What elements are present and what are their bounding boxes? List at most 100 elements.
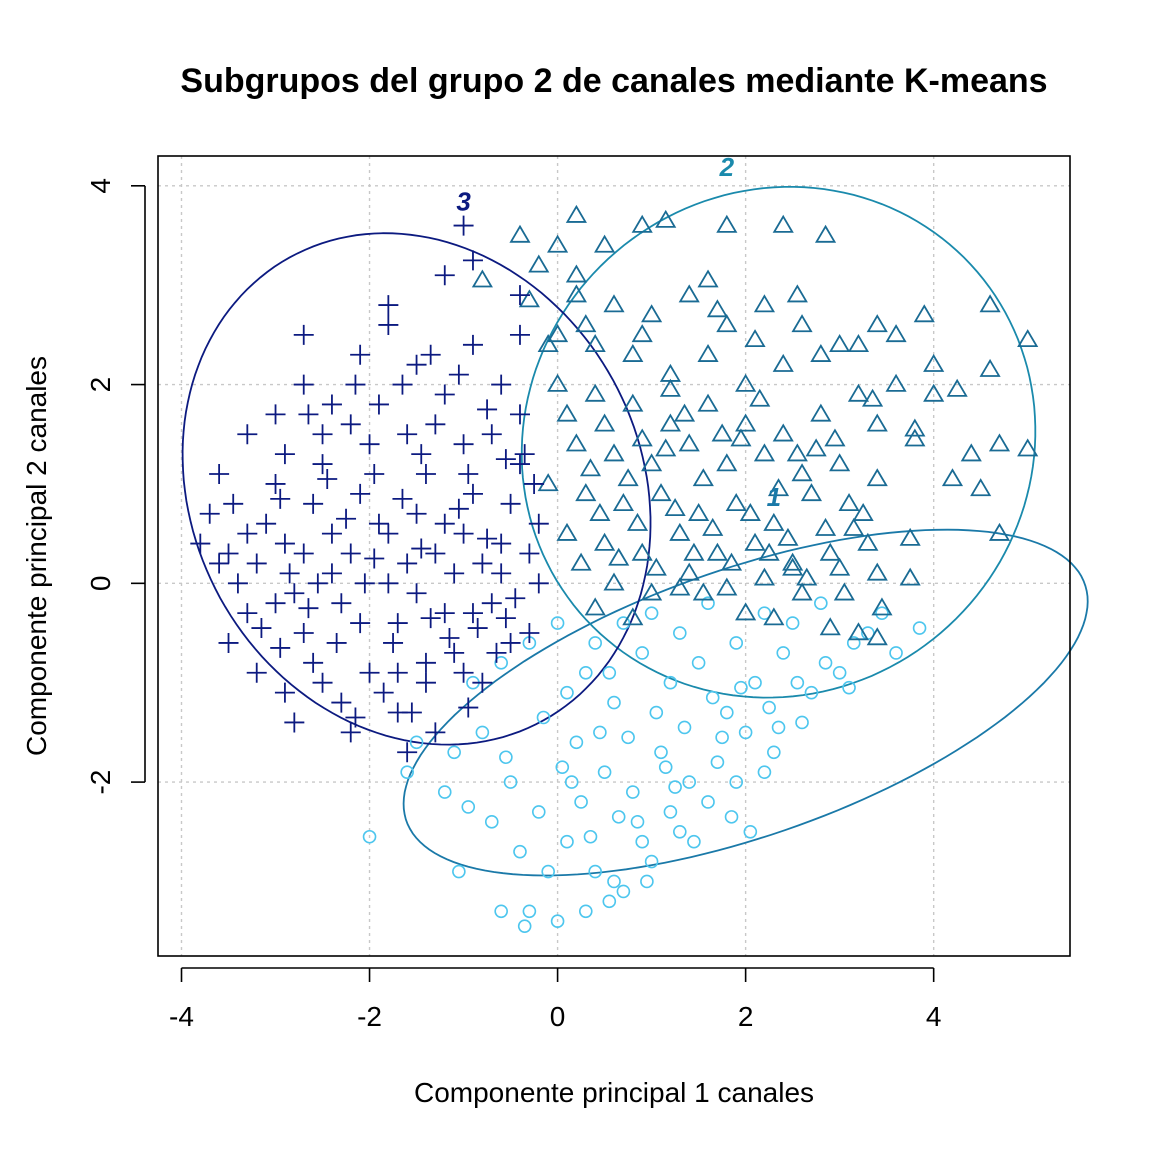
cluster-3-point (256, 513, 277, 534)
cluster-1-point (654, 745, 668, 760)
cluster-2-point (659, 363, 681, 382)
cluster-1-point (560, 834, 574, 849)
cluster-3-point (274, 682, 295, 703)
cluster-2-point (904, 428, 926, 447)
cluster-3-point (270, 637, 291, 658)
cluster-3-point (345, 707, 366, 728)
cluster-3-point (237, 603, 258, 624)
cluster-2-point (678, 562, 700, 581)
cluster-3-point (462, 334, 483, 355)
cluster-2-point (782, 552, 804, 571)
cluster-1-point (804, 685, 819, 700)
cluster-2-point (730, 428, 752, 447)
cluster-3-point (321, 563, 342, 584)
cluster-3-point (340, 543, 361, 564)
cluster-1-point (475, 725, 490, 740)
cluster-ellipses (181, 186, 1089, 877)
cluster-3-point (481, 424, 502, 445)
cluster-2-point (692, 582, 714, 601)
cluster-2-point (829, 453, 851, 472)
cluster-2-point (772, 214, 794, 233)
cluster-3-point (453, 434, 474, 455)
cluster-3-point (397, 553, 418, 574)
cluster-2-point (767, 478, 790, 497)
cluster-1-point (588, 864, 602, 879)
cluster-1-point (564, 775, 579, 789)
cluster-2-point (772, 353, 794, 372)
cluster-3-point (246, 662, 267, 683)
cluster-1-point (875, 606, 889, 620)
cluster-2-point (617, 468, 639, 487)
cluster-2-point (866, 468, 888, 487)
cluster-2-point (857, 532, 879, 551)
cluster-3-point (528, 573, 549, 594)
cluster-2-point (810, 343, 832, 362)
cluster-3-point (491, 563, 512, 584)
cluster-2-point (1017, 329, 1039, 348)
cluster-3-point (345, 374, 366, 395)
cluster-1-point (437, 785, 452, 799)
cluster-1-point (738, 725, 753, 740)
cluster-1-point (560, 685, 574, 700)
cluster-1-point (588, 636, 602, 650)
cluster-1-point (494, 904, 508, 919)
cluster-2-point (547, 324, 569, 343)
cluster-2-point (960, 443, 982, 462)
cluster-1-point (762, 700, 776, 715)
cluster-1-point (484, 815, 499, 829)
cluster-2-point (791, 582, 813, 601)
cluster-3-point (519, 623, 540, 644)
cluster-2-point (631, 324, 653, 343)
cluster-2-point (688, 502, 710, 521)
cluster-2-point (866, 314, 888, 333)
cluster-3-point (434, 603, 455, 624)
cluster-3-point (317, 468, 338, 489)
cluster-2-point (753, 443, 776, 462)
cluster-3-point (378, 573, 399, 594)
cluster-1-ellipse (402, 528, 1089, 877)
cluster-3-point (359, 662, 380, 683)
cluster-3-point (284, 712, 305, 733)
cluster-2-point (622, 393, 644, 412)
cluster-2-point (603, 572, 625, 591)
cluster-3-point (190, 533, 211, 554)
cluster-3-point (495, 449, 516, 470)
cluster-1-point (569, 735, 584, 750)
cluster-3-point (472, 553, 493, 574)
cluster-2-point (852, 502, 874, 521)
cluster-2-point (589, 502, 611, 521)
cluster-2-point (565, 284, 587, 303)
cluster-3-point (425, 722, 446, 743)
cluster-3-point (462, 250, 483, 271)
cluster-3-point (448, 498, 469, 519)
cluster-2-point (650, 483, 672, 502)
cluster-1-point (682, 775, 697, 789)
cluster-2-point (641, 453, 663, 472)
cluster-3-point (378, 295, 399, 316)
cluster-1-point (513, 844, 527, 859)
cluster-3-point (453, 662, 474, 683)
cluster-3-point (354, 573, 375, 594)
cluster-1-point (842, 680, 856, 695)
cluster-1-point (687, 834, 701, 849)
cluster-3-label: 3 (456, 187, 471, 217)
cluster-3-point (397, 424, 418, 445)
cluster-3-point (340, 722, 361, 743)
cluster-3-point (406, 583, 427, 604)
cluster-2-point (970, 478, 992, 497)
cluster-2-point (659, 378, 681, 397)
cluster-3-point (364, 548, 385, 569)
cluster-3-point (411, 444, 432, 465)
cluster-1-point (607, 874, 621, 889)
cluster-3-point (415, 464, 436, 485)
cluster-3-point (434, 265, 455, 286)
cluster-2-point (683, 542, 705, 561)
cluster-3-point (387, 662, 408, 683)
cluster-1-point (832, 665, 847, 680)
cluster-2-point (603, 294, 625, 313)
cluster-1-point (912, 621, 927, 635)
cluster-1-point (536, 710, 551, 725)
cluster-1-point (720, 705, 734, 720)
cluster-3-point (500, 632, 521, 653)
cluster-3-point (336, 508, 357, 529)
